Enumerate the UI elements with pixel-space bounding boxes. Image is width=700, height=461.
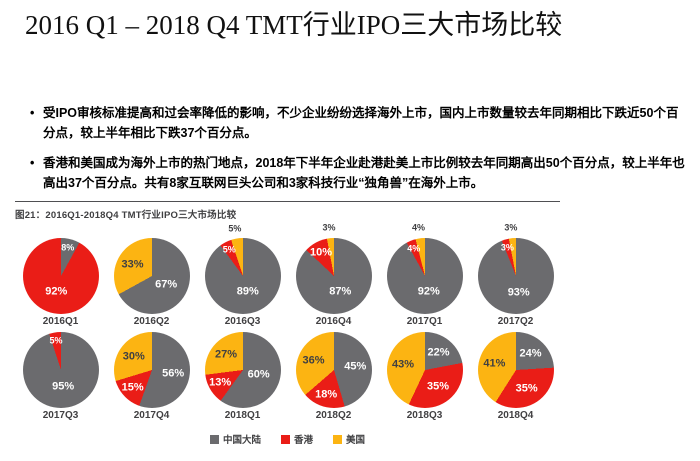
pct-label-2018Q1-香港: 13%: [209, 376, 232, 389]
bullet-marker: •: [30, 106, 35, 120]
pie-chart-2017Q1: 92% 4% 4% 2017Q1: [379, 223, 470, 328]
legend-swatch-china-mainland: [209, 434, 219, 444]
pct-label-2016Q2-中国大陆: 67%: [155, 278, 178, 291]
quarter-label: 2018Q2: [315, 410, 352, 421]
pct-label-2017Q4-美国: 30%: [122, 350, 145, 363]
legend-swatch-us: [333, 434, 342, 444]
pie-chart-2016Q1: 8% 92% 2016Q1: [15, 238, 106, 328]
pct-label-2016Q3-美国: 5%: [228, 223, 242, 234]
pct-label-2017Q4-香港: 15%: [121, 381, 144, 394]
pct-label-2018Q3-中国大陆: 22%: [427, 346, 450, 359]
pie-2017Q2: 93% 3% 3%: [477, 223, 554, 314]
quarter-label: 2017Q1: [406, 316, 443, 327]
pct-label-2018Q1-美国: 27%: [214, 348, 237, 361]
pct-label-2018Q3-香港: 35%: [426, 380, 449, 393]
chart-legend: 中国大陆 香港 美国: [15, 432, 560, 446]
figure-caption: 图21：2016Q1-2018Q4 TMT行业IPO三大市场比较: [15, 210, 237, 221]
pie-2016Q3: 89% 5% 5%: [204, 224, 281, 314]
legend-label-hong-kong: 香港: [293, 435, 313, 446]
pie-chart-2018Q2: 45% 18% 36% 2018Q2: [288, 332, 379, 422]
bullet-item: • 受IPO审核标准提高和过会率降低的影响，不少企业纷纷选择海外上市，国内上市数…: [30, 103, 685, 143]
legend-item-hong-kong: 香港: [280, 432, 313, 446]
quarter-label: 2017Q3: [42, 410, 79, 421]
legend-item-china-mainland: 中国大陆: [209, 432, 261, 446]
pct-label-2016Q3-中国大陆: 89%: [236, 285, 259, 298]
bullet-text: 受IPO审核标准提高和过会率降低的影响，不少企业纷纷选择海外上市，国内上市数量较…: [43, 106, 679, 140]
quarter-label: 2016Q4: [315, 316, 352, 327]
pct-label-2016Q4-美国: 3%: [322, 222, 336, 233]
pct-label-2017Q2-中国大陆: 93%: [507, 286, 530, 299]
pie-chart-2018Q4: 24% 35% 41% 2018Q4: [470, 332, 561, 422]
pct-label-2017Q2-香港: 3%: [500, 242, 514, 253]
pct-label-2016Q3-香港: 5%: [222, 244, 236, 255]
pie-chart-2016Q2: 67% 33% 2016Q2: [106, 238, 197, 328]
pct-label-2016Q4-香港: 10%: [309, 246, 332, 259]
pie-2016Q2: 67% 33%: [113, 238, 190, 314]
legend-item-us: 美国: [333, 432, 365, 446]
pie-2018Q4: 24% 35% 41%: [477, 332, 554, 408]
pie-chart-2018Q3: 22% 35% 43% 2018Q3: [379, 332, 470, 422]
pie-chart-2017Q4: 56% 15% 30% 2017Q4: [106, 332, 197, 422]
legend-label-us: 美国: [346, 435, 366, 446]
pct-label-2018Q1-中国大陆: 60%: [247, 368, 270, 381]
pct-label-2017Q3-香港: 5%: [49, 335, 63, 346]
quarter-label: 2017Q4: [133, 410, 170, 421]
bullet-item: • 香港和美国成为海外上市的热门地点，2018年下半年企业赴港赴美上市比例较去年…: [30, 153, 685, 193]
figure-panel: 图21：2016Q1-2018Q4 TMT行业IPO三大市场比较 8% 92% 20…: [15, 201, 560, 446]
pie-2018Q3: 22% 35% 43%: [386, 332, 463, 408]
pie-chart-2017Q3: 95% 5% 2017Q3: [15, 332, 106, 422]
pie-chart-2016Q3: 89% 5% 5% 2016Q3: [197, 224, 288, 328]
pie-2016Q4: 87% 10% 3%: [295, 223, 372, 314]
bullet-marker: •: [30, 156, 35, 170]
pie-2018Q2: 45% 18% 36%: [295, 332, 372, 408]
pct-label-2017Q3-中国大陆: 95%: [52, 380, 75, 393]
pie-2017Q3: 95% 5%: [22, 332, 99, 408]
quarter-label: 2018Q4: [497, 410, 534, 421]
bullet-list: • 受IPO审核标准提高和过会率降低的影响，不少企业纷纷选择海外上市，国内上市数…: [30, 103, 685, 203]
pct-label-2018Q2-中国大陆: 45%: [344, 360, 367, 373]
bullet-text: 香港和美国成为海外上市的热门地点，2018年下半年企业赴港赴美上市比例较去年同期…: [43, 156, 685, 190]
quarter-label: 2016Q3: [224, 316, 261, 327]
pie-2017Q4: 56% 15% 30%: [113, 332, 190, 408]
quarter-label: 2016Q1: [42, 316, 79, 327]
page-title: 2016 Q1 – 2018 Q4 TMT行业IPO三大市场比较: [25, 10, 563, 40]
pct-label-2017Q4-中国大陆: 56%: [162, 367, 185, 380]
pie-2016Q1: 8% 92%: [22, 238, 99, 314]
pct-label-2018Q2-香港: 18%: [315, 388, 338, 401]
pct-label-2017Q1-香港: 4%: [407, 243, 421, 254]
quarter-label: 2018Q3: [406, 410, 443, 421]
legend-swatch-hong-kong: [280, 434, 290, 444]
pct-label-2017Q1-中国大陆: 92%: [417, 285, 440, 298]
pct-label-2018Q3-美国: 43%: [392, 358, 415, 371]
quarter-label: 2016Q2: [133, 316, 170, 327]
pie-chart-2017Q2: 93% 3% 3% 2017Q2: [470, 223, 561, 328]
pct-label-2016Q1-香港: 92%: [45, 285, 68, 298]
pct-label-2016Q2-美国: 33%: [121, 258, 144, 271]
pct-label-2016Q1-中国大陆: 8%: [61, 242, 75, 253]
pct-label-2017Q1-美国: 4%: [411, 222, 425, 233]
pie-2017Q1: 92% 4% 4%: [386, 223, 463, 314]
pie-grid: 8% 92% 2016Q1 67% 33% 2016Q2 89% 5% 5% 2016Q3 87% 1…: [15, 223, 561, 422]
pct-label-2018Q2-美国: 36%: [302, 354, 325, 367]
quarter-label: 2018Q1: [224, 410, 261, 421]
pct-label-2017Q2-美国: 3%: [504, 222, 518, 233]
pie-chart-2016Q4: 87% 10% 3% 2016Q4: [288, 223, 379, 328]
pie-chart-2018Q1: 60% 13% 27% 2018Q1: [197, 332, 288, 422]
pct-label-2018Q4-中国大陆: 24%: [519, 347, 542, 360]
pct-label-2016Q4-中国大陆: 87%: [329, 285, 352, 298]
quarter-label: 2017Q2: [497, 316, 534, 327]
pie-2018Q1: 60% 13% 27%: [204, 332, 281, 408]
legend-label-china-mainland: 中国大陆: [222, 435, 261, 446]
pct-label-2018Q4-美国: 41%: [483, 357, 506, 370]
pct-label-2018Q4-香港: 35%: [515, 382, 538, 395]
